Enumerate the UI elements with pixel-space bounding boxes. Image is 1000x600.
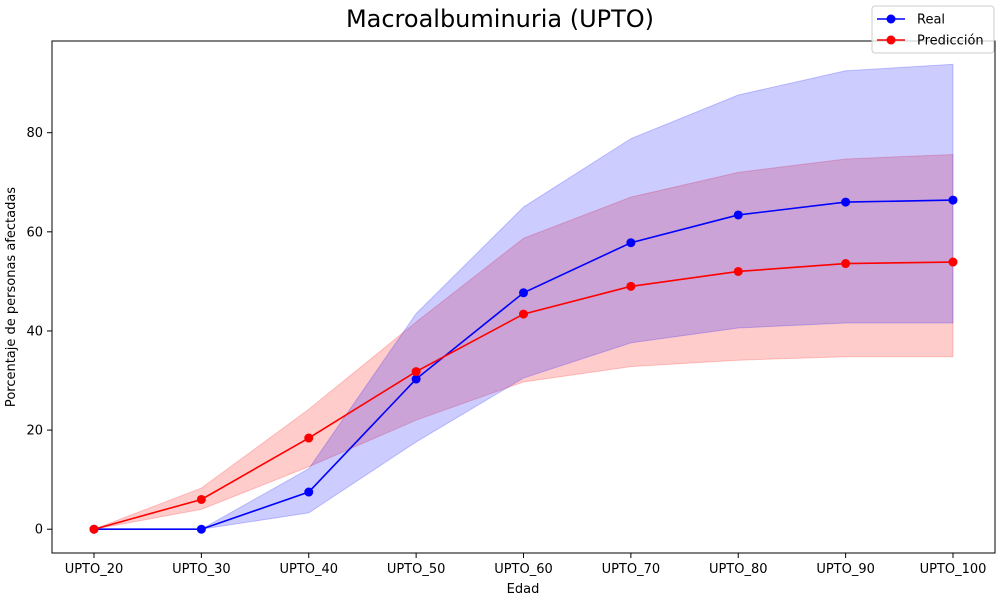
x-tick-label: UPTO_90 <box>816 562 875 577</box>
y-tick-label: 60 <box>26 225 43 240</box>
y-tick-label: 0 <box>35 523 43 538</box>
x-axis-ticks: UPTO_20 UPTO_30 UPTO_40 UPTO_50 UPTO_60 UPTO_… <box>65 553 987 577</box>
x-tick-label: UPTO_20 <box>65 562 124 577</box>
y-tick-label: 20 <box>26 424 43 439</box>
point-predicción-upto_90 <box>841 259 851 269</box>
point-predicción-upto_20 <box>89 524 99 534</box>
x-axis-label: Edad <box>507 582 540 597</box>
point-predicción-upto_30 <box>196 494 206 504</box>
x-tick-label: UPTO_40 <box>279 562 338 577</box>
legend-marker-predicción <box>886 35 896 45</box>
x-tick-label: UPTO_100 <box>920 562 987 577</box>
x-tick-label: UPTO_80 <box>709 562 768 577</box>
legend-box <box>871 5 995 54</box>
y-axis-ticks: 0 20 40 60 80 <box>26 126 52 538</box>
point-real-upto_50 <box>411 374 421 384</box>
legend-label-predicción: Predicción <box>917 34 984 49</box>
x-tick-label: UPTO_70 <box>602 562 661 577</box>
y-tick-label: 80 <box>26 126 43 141</box>
point-real-upto_80 <box>733 210 743 220</box>
point-predicción-upto_80 <box>733 266 743 276</box>
x-tick-label: UPTO_60 <box>494 562 553 577</box>
point-predicción-upto_60 <box>519 309 528 319</box>
point-predicción-upto_50 <box>411 367 421 377</box>
legend: Real Predicción <box>871 5 995 54</box>
point-predicción-upto_100 <box>948 257 958 267</box>
legend-marker-real <box>886 14 896 24</box>
point-real-upto_90 <box>841 197 851 207</box>
chart-title: Macroalbuminuria (UPTO) <box>346 5 654 33</box>
point-predicción-upto_40 <box>304 433 314 443</box>
legend-label-real: Real <box>917 13 945 28</box>
point-predicción-upto_70 <box>626 281 636 291</box>
point-real-upto_40 <box>304 487 314 497</box>
series-points <box>89 195 958 534</box>
point-real-upto_70 <box>626 238 636 248</box>
point-real-upto_30 <box>196 524 206 534</box>
y-axis-label: Porcentaje de personas afectadas <box>4 187 19 407</box>
x-tick-label: UPTO_50 <box>387 562 446 577</box>
point-real-upto_100 <box>948 195 958 205</box>
y-tick-label: 40 <box>26 324 43 339</box>
point-real-upto_60 <box>519 288 528 298</box>
x-tick-label: UPTO_30 <box>172 562 231 577</box>
